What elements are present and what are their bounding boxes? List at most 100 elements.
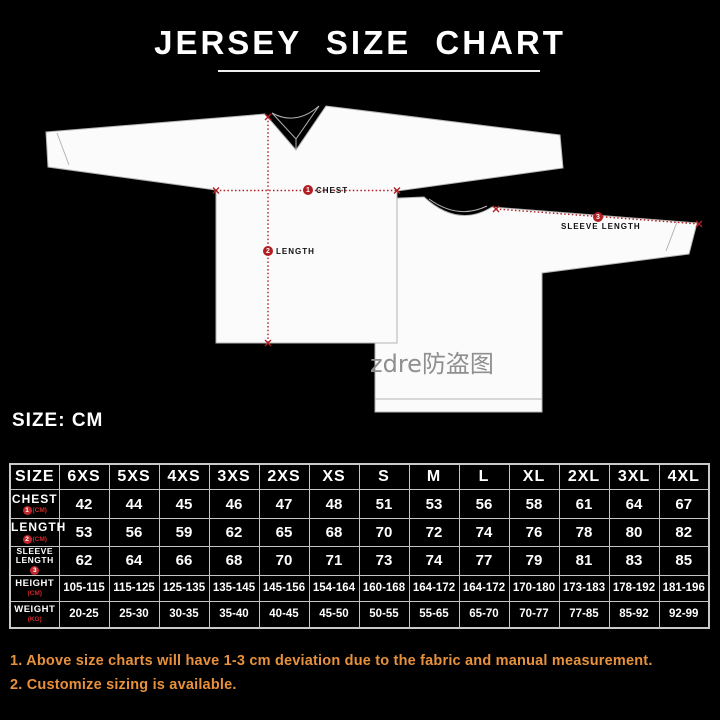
size-cell: 65 <box>258 518 310 547</box>
col-header-4xs: 4XS <box>158 463 210 490</box>
col-header-s: S <box>358 463 410 490</box>
size-cell: 77-85 <box>558 600 610 629</box>
size-cell: 67 <box>658 489 710 519</box>
size-cell: 145-156 <box>258 574 310 602</box>
col-header-3xl: 3XL <box>608 463 660 490</box>
size-cell: 160-168 <box>358 574 410 602</box>
size-cell: 105-115 <box>58 574 110 602</box>
row-label-unit: 1 (CM) <box>11 506 59 516</box>
size-cell: 25-30 <box>108 600 160 629</box>
row-header-length: LENGTH 2 (CM) <box>9 518 67 547</box>
row-label: CHEST <box>11 491 58 506</box>
size-cell: 44 <box>108 489 160 519</box>
col-header-4xl: 4XL <box>658 463 710 490</box>
size-cell: 64 <box>608 489 660 519</box>
row-header-height: HEIGHT (CM) <box>9 574 60 602</box>
size-cell: 59 <box>158 518 210 547</box>
note-2: 2. Customize sizing is available. <box>10 677 237 693</box>
row-label: SLEEVE LENGTH <box>15 546 54 565</box>
size-cell: 178-192 <box>608 574 660 602</box>
size-cell: 77 <box>458 546 510 576</box>
col-header-2xl: 2XL <box>558 463 610 490</box>
size-cell: 45 <box>158 489 210 519</box>
size-cell: 76 <box>508 518 560 547</box>
size-cell: 170-180 <box>508 574 560 602</box>
table-row: CHEST 1 (CM) 42 44 45 46 47 48 51 53 56 58 61 64 67 <box>9 489 710 519</box>
col-header-xs: XS <box>308 463 360 490</box>
row-marker-badge: 3 <box>30 565 40 575</box>
size-cell: 66 <box>158 546 210 576</box>
size-cell: 68 <box>308 518 360 547</box>
size-cell: 58 <box>508 489 560 519</box>
size-cell: 78 <box>558 518 610 547</box>
size-cell: 85 <box>658 546 710 576</box>
sleeve-marker-badge: 3 <box>593 212 603 222</box>
row-unit: (KG) <box>27 616 42 624</box>
table-row: SLEEVE LENGTH 3 62 64 66 68 70 71 73 74 77 79 81 83 85 <box>9 546 710 576</box>
row-marker-badge: 1 <box>22 506 32 516</box>
size-cell: 70 <box>258 546 310 576</box>
col-header-6xs: 6XS <box>58 463 110 490</box>
row-unit: (CM) <box>27 590 42 598</box>
row-header-weight: WEIGHT (KG) <box>9 600 60 629</box>
row-label-unit: 2 (CM) <box>11 534 59 544</box>
table-row: LENGTH 2 (CM) 53 56 59 62 65 68 70 72 74 76 78 80 82 <box>9 518 710 547</box>
col-header-size: SIZE <box>9 463 60 490</box>
size-cell: 65-70 <box>458 600 510 629</box>
row-label-unit: (CM) <box>11 590 59 597</box>
chest-marker-badge: 1 <box>303 185 313 195</box>
size-cell: 30-35 <box>158 600 210 629</box>
row-label: HEIGHT <box>15 578 55 590</box>
size-cell: 61 <box>558 489 610 519</box>
size-cell: 82 <box>658 518 710 547</box>
size-cell: 62 <box>208 518 260 547</box>
size-cell: 73 <box>358 546 410 576</box>
table-row: WEIGHT (KG) 20-25 25-30 30-35 35-40 40-45 45-50… <box>9 600 710 629</box>
size-cell: 62 <box>58 546 110 576</box>
col-header-3xs: 3XS <box>208 463 260 490</box>
size-cell: 72 <box>408 518 460 547</box>
row-label: LENGTH <box>11 520 67 535</box>
size-cell: 181-196 <box>658 574 710 602</box>
size-cell: 79 <box>508 546 560 576</box>
size-cell: 74 <box>408 546 460 576</box>
size-cell: 125-135 <box>158 574 210 602</box>
table-row: HEIGHT (CM) 105-115 115-125 125-135 135-145 14… <box>9 574 710 602</box>
col-header-xl: XL <box>508 463 560 490</box>
size-cell: 164-172 <box>458 574 510 602</box>
size-cell: 48 <box>308 489 360 519</box>
size-cell: 40-45 <box>258 600 310 629</box>
size-cell: 35-40 <box>208 600 260 629</box>
size-cell: 70 <box>358 518 410 547</box>
size-cell: 80 <box>608 518 660 547</box>
size-cell: 81 <box>558 546 610 576</box>
size-unit-label: SIZE: CM <box>12 410 104 431</box>
col-header-l: L <box>458 463 510 490</box>
row-label-unit: 3 <box>11 565 59 575</box>
row-label-unit: (KG) <box>11 616 59 623</box>
chest-measure-label: 1 CHEST <box>303 185 348 195</box>
measure-end-markers <box>212 113 703 347</box>
size-cell: 47 <box>258 489 310 519</box>
jersey-sleeve-illustration <box>374 196 698 413</box>
watermark-text: zdre防盗图 <box>370 350 494 378</box>
row-unit: (CM) <box>32 507 47 515</box>
size-cell: 173-183 <box>558 574 610 602</box>
size-cell: 164-172 <box>408 574 460 602</box>
size-cell: 135-145 <box>208 574 260 602</box>
note-1: 1. Above size charts will have 1-3 cm de… <box>10 653 653 669</box>
row-unit: (CM) <box>32 535 47 543</box>
size-cell: 53 <box>408 489 460 519</box>
page-title: JERSEY SIZE CHART <box>154 24 566 61</box>
size-cell: 154-164 <box>308 574 360 602</box>
size-cell: 56 <box>458 489 510 519</box>
size-cell: 53 <box>58 518 110 547</box>
row-label: WEIGHT <box>14 604 56 616</box>
length-measure-label: 2 LENGTH <box>263 246 315 256</box>
size-cell: 56 <box>108 518 160 547</box>
size-cell: 83 <box>608 546 660 576</box>
size-cell: 20-25 <box>58 600 110 629</box>
size-cell: 55-65 <box>408 600 460 629</box>
